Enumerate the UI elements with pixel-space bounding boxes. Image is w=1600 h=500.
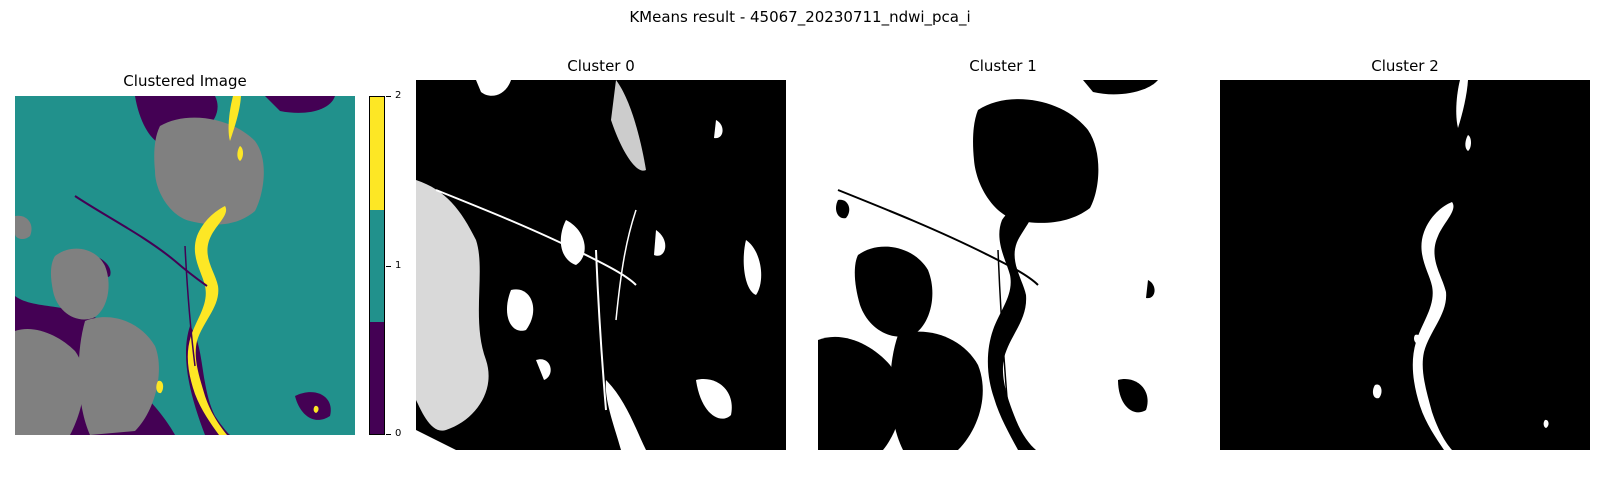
figure-title: KMeans result - 45067_20230711_ndwi_pca_… [629, 8, 971, 26]
colorbar [369, 96, 385, 435]
colorbar-segment-0 [370, 321, 384, 434]
colorbar-label-2: 2 [395, 90, 402, 101]
clustered-image [15, 96, 355, 435]
colorbar-tick-2 [386, 96, 391, 97]
colorbar-segment-2 [370, 97, 384, 210]
cluster-2-mask [1220, 80, 1590, 450]
panel-title-cluster-2: Cluster 2 [1371, 57, 1439, 75]
colorbar-tick-0 [386, 434, 391, 435]
panel-title-cluster-0: Cluster 0 [567, 57, 635, 75]
colorbar-label-1: 1 [395, 260, 402, 271]
panel-title-cluster-1: Cluster 1 [969, 57, 1037, 75]
colorbar-segment-1 [370, 209, 384, 322]
cluster-1-mask [818, 80, 1188, 450]
colorbar-label-0: 0 [395, 428, 402, 439]
panel-title-clustered-image: Clustered Image [123, 72, 247, 90]
colorbar-tick-1 [386, 266, 391, 267]
cluster-0-mask [416, 80, 786, 450]
